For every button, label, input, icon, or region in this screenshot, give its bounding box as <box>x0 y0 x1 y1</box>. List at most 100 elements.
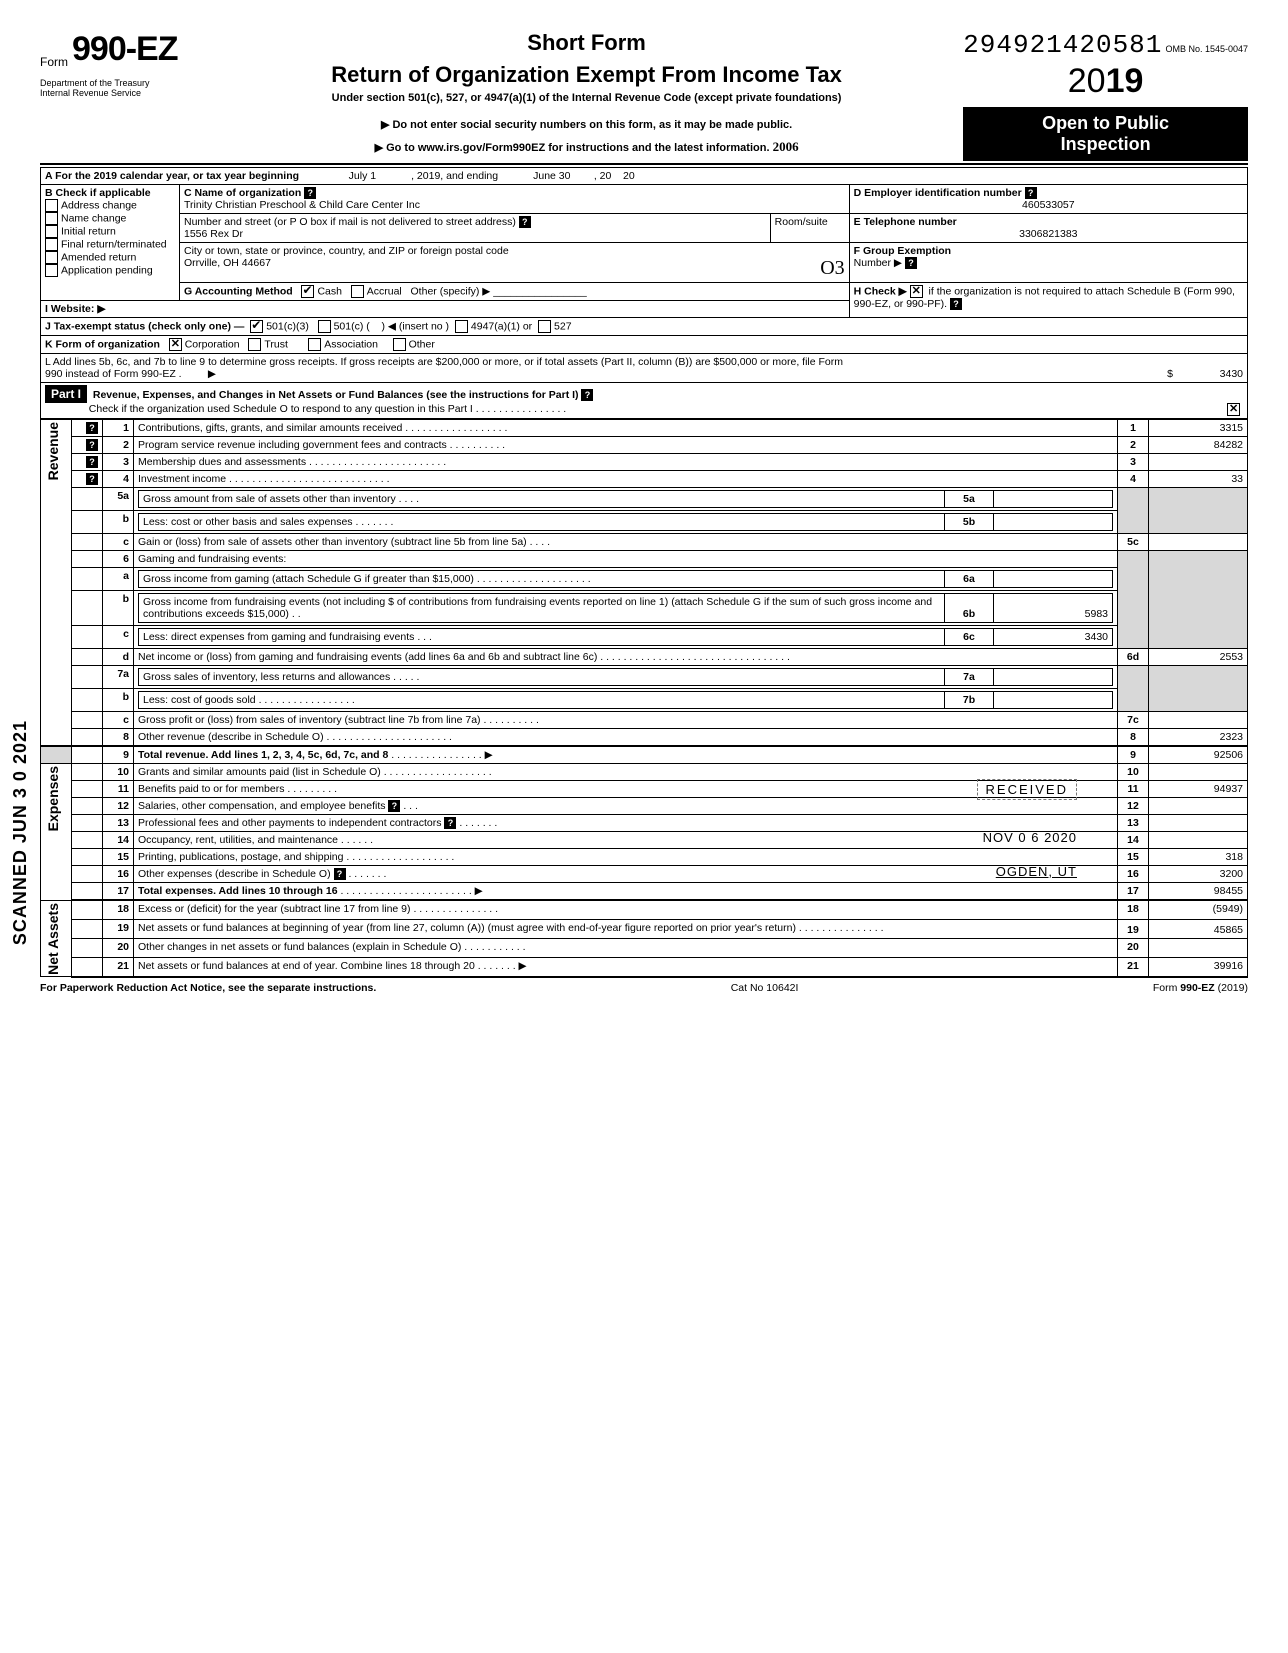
footer-mid: Cat No 10642I <box>731 982 799 994</box>
line-num: 18 <box>103 900 134 919</box>
line-text: Membership dues and assessments . . . . … <box>134 454 1118 471</box>
inner-box: 7b <box>945 692 994 709</box>
j-5: 527 <box>554 320 572 332</box>
line-amt: 318 <box>1149 849 1248 866</box>
line-text: Gross profit or (loss) from sales of inv… <box>134 712 1118 729</box>
help-icon[interactable]: ? <box>86 473 98 485</box>
stamp-number: 294921420581 <box>963 30 1162 60</box>
line-num: 14 <box>103 832 134 849</box>
check-501c3[interactable] <box>250 320 263 333</box>
line-num: 7a <box>103 666 134 689</box>
city-val: Orrville, OH 44667 <box>184 257 271 269</box>
b-item-1: Name change <box>61 212 126 224</box>
check-501c[interactable] <box>318 320 331 333</box>
line-num: 9 <box>103 746 134 764</box>
line-text: Net assets or fund balances at end of ye… <box>134 957 1118 977</box>
line-text: Gross income from fundraising events (no… <box>134 591 1118 626</box>
help-icon[interactable]: ? <box>1025 187 1037 199</box>
line-num: b <box>103 511 134 534</box>
check-assoc[interactable] <box>308 338 321 351</box>
scanned-stamp: SCANNED JUN 3 0 2021 <box>10 720 31 945</box>
line-num: 19 <box>103 919 134 938</box>
check-name-change[interactable] <box>45 212 58 225</box>
line-text: Salaries, other compensation, and employ… <box>134 798 1118 815</box>
line-text: Gaming and fundraising events: <box>134 551 1118 568</box>
line-amt: 3315 <box>1149 420 1248 437</box>
line-text: Professional fees and other payments to … <box>134 815 1118 832</box>
h-label: H Check ▶ <box>854 285 907 297</box>
inner-box: 5a <box>945 491 994 508</box>
line-amt <box>1149 454 1248 471</box>
check-4947[interactable] <box>455 320 468 333</box>
l-amount: 3430 <box>1220 368 1243 380</box>
check-accrual[interactable] <box>351 285 364 298</box>
line-amt: 84282 <box>1149 437 1248 454</box>
addr-label: Number and street (or P O box if mail is… <box>184 216 516 228</box>
check-address-change[interactable] <box>45 199 58 212</box>
check-cash[interactable] <box>301 285 314 298</box>
line-text: Printing, publications, postage, and shi… <box>134 849 1118 866</box>
inner-box: 6c <box>945 629 994 646</box>
line-amt <box>1149 764 1248 781</box>
line-text: Excess or (deficit) for the year (subtra… <box>134 900 1118 919</box>
help-icon[interactable]: ? <box>304 187 316 199</box>
line-box: 19 <box>1118 919 1149 938</box>
part-i-title: Revenue, Expenses, and Changes in Net As… <box>93 389 579 401</box>
k-4: Other <box>409 338 435 350</box>
help-icon[interactable]: ? <box>519 216 531 228</box>
help-icon[interactable]: ? <box>388 800 400 812</box>
i-label: I Website: ▶ <box>45 303 105 315</box>
line-num: 12 <box>103 798 134 815</box>
check-other-org[interactable] <box>393 338 406 351</box>
line-num: 20 <box>103 938 134 957</box>
b-item-3: Final return/terminated <box>61 238 167 250</box>
check-527[interactable] <box>538 320 551 333</box>
line-text: Occupancy, rent, utilities, and maintena… <box>134 832 1118 849</box>
check-schedule-o[interactable] <box>1227 403 1240 416</box>
help-icon[interactable]: ? <box>905 257 917 269</box>
inner-amt: 3430 <box>994 629 1113 646</box>
j-1: 501(c)(3) <box>266 320 309 332</box>
line-text: Total revenue. Add lines 1, 2, 3, 4, 5c,… <box>134 746 1118 764</box>
inner-box: 7a <box>945 669 994 686</box>
line-a-end2: , 20 <box>594 170 612 182</box>
help-icon[interactable]: ? <box>86 456 98 468</box>
check-pending[interactable] <box>45 264 58 277</box>
received-date: NOV 0 6 2020 <box>983 830 1077 845</box>
help-icon[interactable]: ? <box>444 817 456 829</box>
inner-box: 6a <box>945 571 994 588</box>
line-text: Less: direct expenses from gaming and fu… <box>134 626 1118 649</box>
help-icon[interactable]: ? <box>581 389 593 401</box>
b-label: B Check if applicable <box>45 187 151 199</box>
line-a-end1: June 30 <box>533 170 570 182</box>
help-icon[interactable]: ? <box>86 439 98 451</box>
check-trust[interactable] <box>248 338 261 351</box>
line-num: 13 <box>103 815 134 832</box>
help-icon[interactable]: ? <box>950 298 962 310</box>
line-amt: 92506 <box>1149 746 1248 764</box>
subtitle: Under section 501(c), 527, or 4947(a)(1)… <box>220 92 953 104</box>
tax-year: 20201919 <box>963 62 1248 101</box>
line-box: 7c <box>1118 712 1149 729</box>
line-text: Grants and similar amounts paid (list in… <box>134 764 1118 781</box>
line-box: 5c <box>1118 534 1149 551</box>
revenue-side-label: Revenue <box>45 422 61 480</box>
check-schedule-b[interactable] <box>910 285 923 298</box>
b-item-2: Initial return <box>61 225 116 237</box>
omb-number: OMB No. 1545-0047 <box>1165 44 1248 54</box>
line-box: 17 <box>1118 883 1149 901</box>
help-icon[interactable]: ? <box>86 422 98 434</box>
inner-amt: 5983 <box>994 594 1113 623</box>
line-text: Other revenue (describe in Schedule O) .… <box>134 729 1118 747</box>
line-num: 4 <box>103 471 134 488</box>
check-amended[interactable] <box>45 251 58 264</box>
check-corp[interactable] <box>169 338 182 351</box>
b-item-0: Address change <box>61 199 137 211</box>
check-initial-return[interactable] <box>45 225 58 238</box>
f-label2: Number ▶ <box>854 257 902 269</box>
k-3: Association <box>324 338 378 350</box>
help-icon[interactable]: ? <box>334 868 346 880</box>
inner-box: 6b <box>945 594 994 623</box>
line-text: Net income or (loss) from gaming and fun… <box>134 649 1118 666</box>
check-final-return[interactable] <box>45 238 58 251</box>
